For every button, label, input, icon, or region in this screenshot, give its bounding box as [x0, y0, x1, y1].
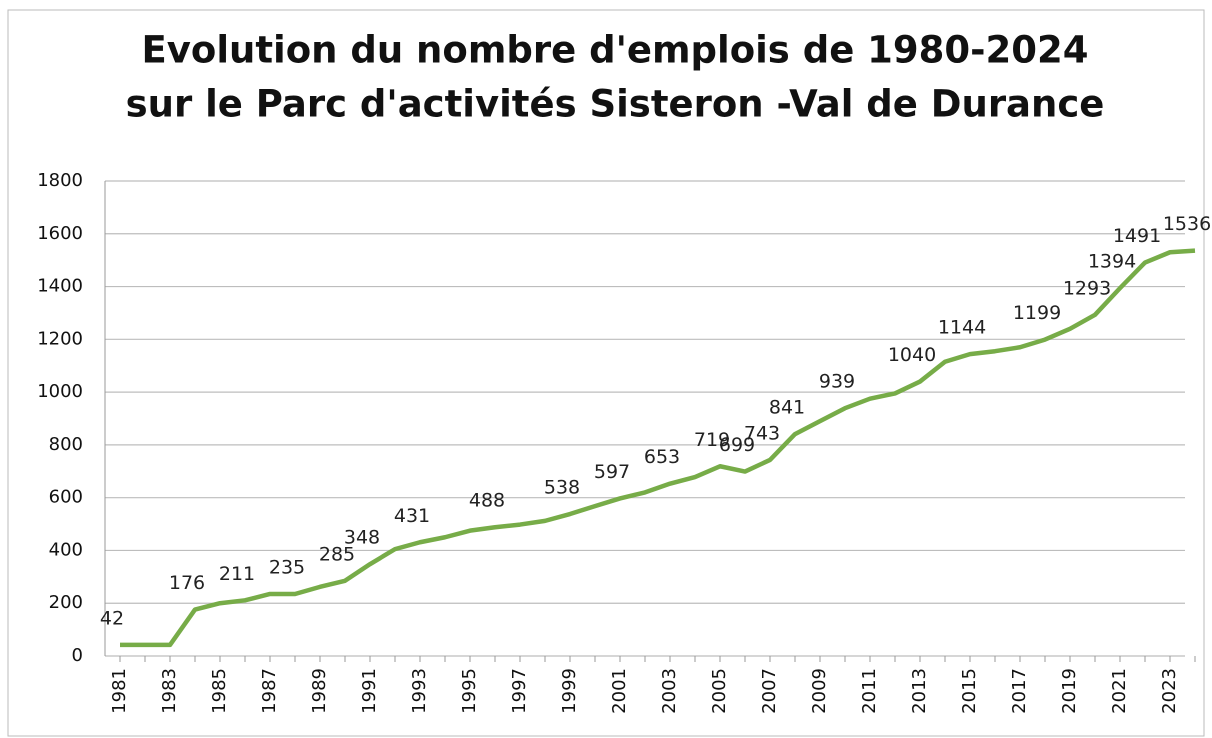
y-tick-label: 1800	[37, 170, 83, 191]
data-label: 1394	[1088, 251, 1136, 273]
data-label: 1199	[1013, 302, 1061, 324]
x-tick-label: 1987	[259, 668, 280, 714]
data-label: 538	[544, 477, 580, 499]
data-label: 1293	[1063, 277, 1111, 299]
x-tick-label: 1999	[559, 668, 580, 714]
x-tick-label: 1997	[509, 668, 530, 714]
x-tick-label: 2003	[659, 668, 680, 714]
x-tick-label: 2005	[709, 668, 730, 714]
x-tick-label: 1983	[159, 668, 180, 714]
data-label: 1144	[938, 317, 986, 339]
y-tick-label: 200	[49, 592, 83, 613]
y-tick-label: 800	[49, 434, 83, 455]
y-tick-label: 1200	[37, 328, 83, 349]
data-label: 211	[219, 563, 255, 585]
data-label: 235	[269, 556, 305, 578]
chart-title: Evolution du nombre d'emplois de 1980-20…	[142, 29, 1089, 72]
x-tick-label: 2013	[909, 668, 930, 714]
x-tick-label: 2019	[1059, 668, 1080, 714]
x-tick-label: 1995	[459, 668, 480, 714]
data-label: 1491	[1113, 225, 1161, 247]
data-label: 348	[344, 527, 380, 549]
line-series	[120, 248, 1196, 648]
chart-border	[7, 9, 1205, 737]
data-label: 699	[719, 434, 755, 456]
y-tick-label: 400	[49, 539, 83, 560]
x-tick-label: 1985	[209, 668, 230, 714]
y-tick-label: 1600	[37, 223, 83, 244]
x-tick-label: 2001	[609, 668, 630, 714]
x-tick-label: 1993	[409, 668, 430, 714]
data-label: 841	[769, 397, 805, 419]
x-tick-label: 2021	[1109, 668, 1130, 714]
data-label: 285	[319, 543, 355, 565]
data-label: 488	[469, 490, 505, 512]
data-label: 1536	[1163, 213, 1211, 235]
data-label: 42	[100, 607, 124, 629]
x-tick-label: 1981	[109, 668, 130, 714]
data-label: 431	[394, 505, 430, 527]
data-label: 719	[694, 429, 730, 451]
x-tick-label: 2023	[1159, 668, 1180, 714]
data-label: 653	[644, 446, 680, 468]
data-label: 597	[594, 461, 630, 483]
y-tick-label: 1000	[37, 381, 83, 402]
x-tick-label: 1989	[309, 668, 330, 714]
data-label: 939	[819, 371, 855, 393]
data-label: 1040	[888, 344, 936, 366]
x-tick-label: 2015	[959, 668, 980, 714]
y-tick-label: 0	[72, 645, 83, 666]
x-tick-label: 2017	[1009, 668, 1030, 714]
y-tick-label: 600	[49, 487, 83, 508]
x-tick-label: 2009	[809, 668, 830, 714]
chart-title: sur le Parc d'activités Sisteron -Val de…	[126, 83, 1105, 126]
x-tick-label: 2011	[859, 668, 880, 714]
data-label: 743	[744, 422, 780, 444]
data-label: 176	[169, 572, 205, 594]
y-tick-label: 1400	[37, 276, 83, 297]
x-tick-label: 2007	[759, 668, 780, 714]
x-tick-label: 1991	[359, 668, 380, 714]
